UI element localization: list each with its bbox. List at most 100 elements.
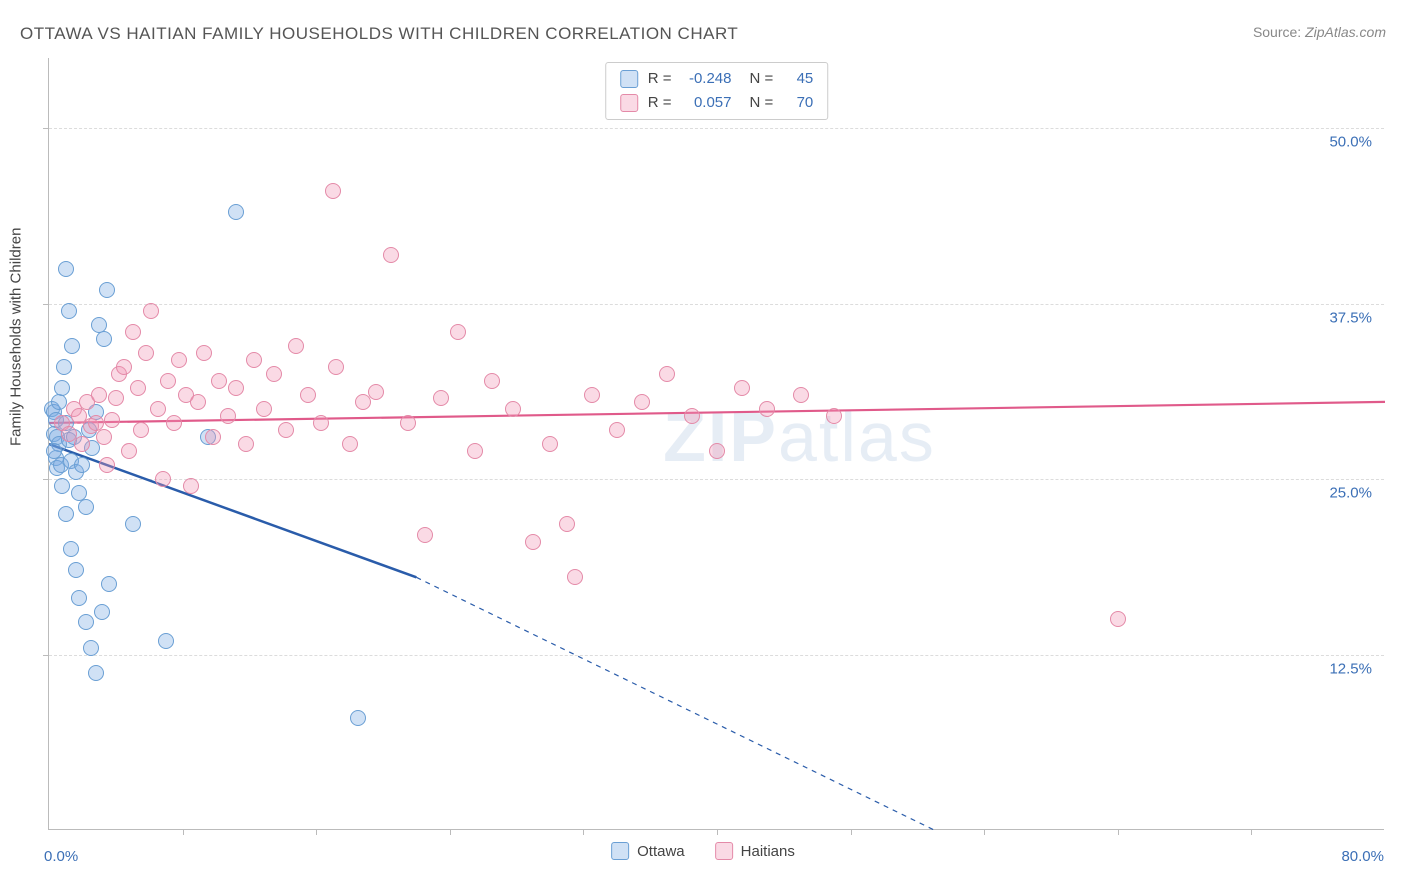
y-tick: [43, 304, 49, 305]
legend-r-label: R =: [648, 67, 672, 91]
y-tick-label: 37.5%: [1321, 309, 1372, 326]
data-point: [101, 576, 117, 592]
data-point: [278, 422, 294, 438]
data-point: [505, 401, 521, 417]
data-point: [342, 436, 358, 452]
data-point: [121, 443, 137, 459]
x-tick: [183, 829, 184, 835]
series-legend: Ottawa Haitians: [611, 842, 795, 860]
x-tick: [583, 829, 584, 835]
data-point: [734, 380, 750, 396]
data-point: [190, 394, 206, 410]
y-tick-label: 12.5%: [1321, 660, 1372, 677]
data-point: [68, 562, 84, 578]
x-tick: [450, 829, 451, 835]
data-point: [160, 373, 176, 389]
gridline: [49, 128, 1384, 129]
data-point: [130, 380, 146, 396]
data-point: [400, 415, 416, 431]
data-point: [433, 390, 449, 406]
data-point: [328, 359, 344, 375]
data-point: [74, 457, 90, 473]
data-point: [96, 331, 112, 347]
data-point: [238, 436, 254, 452]
data-point: [196, 345, 212, 361]
legend-row: R =0.057N =70: [620, 91, 814, 115]
legend-item-label: Haitians: [741, 843, 795, 860]
data-point: [54, 478, 70, 494]
data-point: [78, 499, 94, 515]
y-tick: [43, 479, 49, 480]
data-point: [138, 345, 154, 361]
data-point: [350, 710, 366, 726]
data-point: [1110, 611, 1126, 627]
legend-swatch: [620, 94, 638, 112]
data-point: [228, 380, 244, 396]
data-point: [88, 665, 104, 681]
data-point: [228, 204, 244, 220]
data-point: [56, 359, 72, 375]
data-point: [58, 506, 74, 522]
legend-n-value: 45: [783, 67, 813, 91]
data-point: [99, 457, 115, 473]
data-point: [78, 614, 94, 630]
data-point: [567, 569, 583, 585]
data-point: [525, 534, 541, 550]
x-tick: [984, 829, 985, 835]
data-point: [220, 408, 236, 424]
data-point: [793, 387, 809, 403]
trend-solid: [49, 402, 1385, 423]
gridline: [49, 479, 1384, 480]
data-point: [108, 390, 124, 406]
legend-r-value: 0.057: [682, 91, 732, 115]
data-point: [634, 394, 650, 410]
legend-swatch: [611, 842, 629, 860]
data-point: [584, 387, 600, 403]
data-point: [61, 303, 77, 319]
source-attribution: Source: ZipAtlas.com: [1253, 24, 1386, 40]
source-value: ZipAtlas.com: [1305, 24, 1386, 40]
x-tick: [851, 829, 852, 835]
data-point: [91, 387, 107, 403]
data-point: [125, 516, 141, 532]
watermark: ZIPatlas: [663, 397, 936, 477]
legend-r-value: -0.248: [682, 67, 732, 91]
data-point: [150, 401, 166, 417]
data-point: [659, 366, 675, 382]
data-point: [467, 443, 483, 459]
data-point: [542, 436, 558, 452]
y-tick-label: 25.0%: [1321, 485, 1372, 502]
data-point: [383, 247, 399, 263]
gridline: [49, 304, 1384, 305]
data-point: [171, 352, 187, 368]
data-point: [71, 590, 87, 606]
data-point: [64, 338, 80, 354]
legend-r-label: R =: [648, 91, 672, 115]
legend-swatch: [620, 70, 638, 88]
data-point: [205, 429, 221, 445]
data-point: [51, 394, 67, 410]
data-point: [450, 324, 466, 340]
legend-n-label: N =: [750, 91, 774, 115]
x-axis-start-label: 0.0%: [44, 848, 78, 865]
data-point: [609, 422, 625, 438]
data-point: [104, 412, 120, 428]
data-point: [96, 429, 112, 445]
legend-item: Ottawa: [611, 842, 685, 860]
data-point: [74, 436, 90, 452]
data-point: [166, 415, 182, 431]
legend-swatch: [715, 842, 733, 860]
data-point: [288, 338, 304, 354]
trend-dashed: [416, 577, 934, 830]
data-point: [133, 422, 149, 438]
data-point: [211, 373, 227, 389]
scatter-plot-area: R =-0.248N =45R =0.057N =70 ZIPatlas 12.…: [48, 58, 1384, 830]
data-point: [116, 359, 132, 375]
data-point: [125, 324, 141, 340]
legend-n-label: N =: [750, 67, 774, 91]
data-point: [54, 380, 70, 396]
x-axis-end-label: 80.0%: [1341, 848, 1384, 865]
chart-title: OTTAWA VS HAITIAN FAMILY HOUSEHOLDS WITH…: [20, 24, 738, 44]
data-point: [158, 633, 174, 649]
data-point: [183, 478, 199, 494]
